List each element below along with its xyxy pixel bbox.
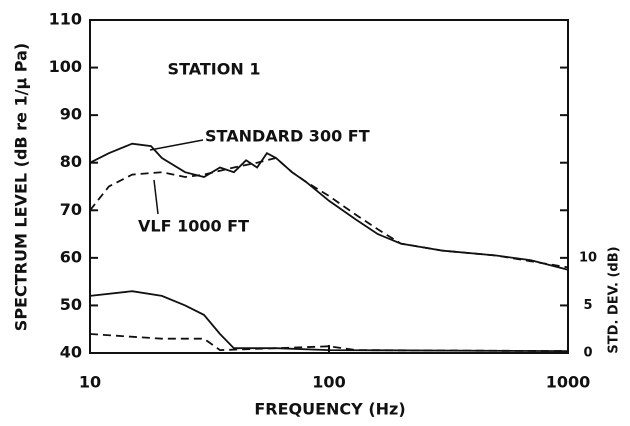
- annotation-arrow: [149, 139, 204, 151]
- y-tick-label: 90: [60, 105, 82, 124]
- x-tick-label: 1000: [546, 373, 591, 392]
- x-tick-label: 100: [312, 373, 345, 392]
- line-series: [89, 333, 569, 352]
- annotation: STATION 1: [168, 60, 261, 79]
- plot-frame: [89, 19, 569, 354]
- annotation: VLF 1000 FT: [138, 217, 249, 236]
- y-tick-label: 80: [60, 152, 82, 171]
- line-series: [89, 290, 569, 352]
- y-tick-label: 70: [60, 200, 82, 219]
- y-tick-label: 60: [60, 247, 82, 266]
- x-axis-label: FREQUENCY (Hz): [254, 400, 405, 419]
- y2-tick-label: 0: [583, 346, 592, 361]
- y-tick-label: 100: [49, 57, 82, 76]
- annotation: STANDARD 300 FT: [205, 127, 370, 146]
- y2-tick-label: 5: [583, 298, 592, 313]
- y-tick-label: 50: [60, 295, 82, 314]
- line-series: [89, 157, 569, 269]
- y-tick-label: 40: [60, 343, 82, 362]
- annotation-arrow: [153, 179, 159, 215]
- y-axis-label: SPECTRUM LEVEL (dB re 1/μ Pa): [12, 43, 31, 331]
- y2-axis-label: STD. DEV. (dB): [607, 246, 622, 353]
- y2-tick-label: 10: [579, 250, 597, 265]
- y-tick-label: 110: [49, 10, 82, 29]
- x-tick-label: 10: [79, 373, 101, 392]
- line-series: [89, 142, 569, 271]
